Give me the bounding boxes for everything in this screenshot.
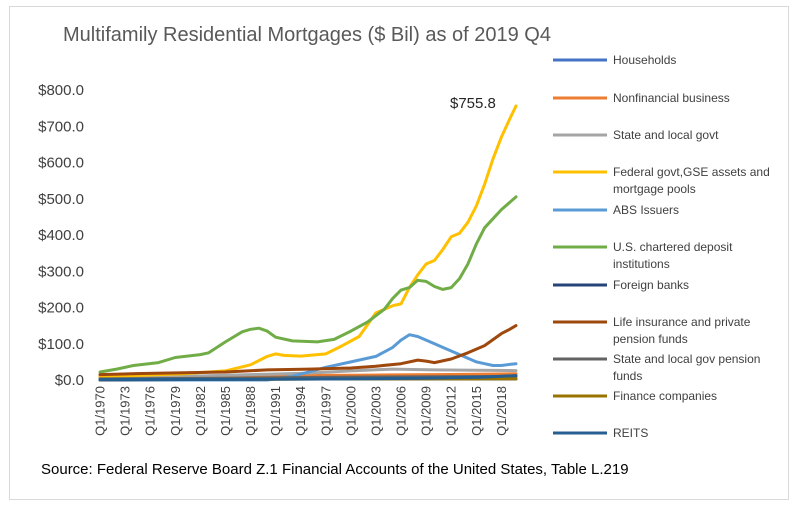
legend-label: State and local gov pension (613, 352, 760, 366)
y-tick-label: $600.0 (38, 155, 84, 172)
x-tick-label: Q1/1970 (93, 386, 108, 436)
x-tick-label: Q1/1982 (193, 386, 208, 436)
y-tick-label: $400.0 (38, 227, 84, 244)
legend-label: Households (613, 53, 676, 67)
legend: Households Nonfinancial business State and… (553, 53, 770, 440)
series-line (98, 333, 518, 382)
series-line (98, 374, 518, 382)
y-tick-label: $100.0 (38, 336, 84, 353)
y-tick-label: $700.0 (38, 118, 84, 135)
legend-label: State and local govt (613, 128, 719, 142)
x-tick-label: Q1/2018 (494, 386, 509, 436)
x-tick-label: Q1/1994 (293, 386, 308, 436)
source-note: Source: Federal Reserve Board Z.1 Financ… (41, 461, 629, 478)
x-tick-label: Q1/1991 (268, 386, 283, 436)
x-tick-label: Q1/1976 (143, 386, 158, 436)
legend-label: mortgage pools (613, 182, 696, 196)
x-tick-label: Q1/2009 (419, 386, 434, 436)
legend-label: pension funds (613, 332, 688, 346)
y-tick-label: $0.0 (55, 372, 84, 389)
y-tick-label: $800.0 (38, 82, 84, 99)
x-tick-label: Q1/1985 (218, 386, 233, 436)
x-tick-label: Q1/1979 (168, 386, 183, 436)
legend-label: U.S. chartered deposit (613, 240, 733, 254)
chart-title: Multifamily Residential Mortgages ($ Bil… (63, 24, 551, 46)
series-line (98, 195, 518, 374)
series-group (98, 104, 518, 382)
y-tick-label: $300.0 (38, 263, 84, 280)
series-line (98, 367, 518, 381)
chart-frame (9, 6, 789, 500)
x-tick-label: Q1/2015 (469, 386, 484, 436)
x-tick-label: Q1/2003 (368, 386, 383, 436)
legend-label: ABS Issuers (613, 203, 679, 217)
legend-label: Finance companies (613, 389, 717, 403)
x-tick-label: Q1/1973 (118, 386, 133, 436)
x-tick-label: Q1/2000 (343, 386, 358, 436)
legend-label: institutions (613, 257, 670, 271)
legend-label: Life insurance and private (613, 315, 751, 329)
y-tick-label: $200.0 (38, 300, 84, 317)
legend-label: Federal govt,GSE assets and (613, 165, 770, 179)
x-tick-label: Q1/1997 (318, 386, 333, 436)
x-tick-label: Q1/1988 (243, 386, 258, 436)
x-tick-label: Q1/2006 (394, 386, 409, 436)
y-axis: $0.0 $100.0 $200.0 $300.0 $400.0 $500.0 $600.0… (38, 82, 84, 389)
x-axis: Q1/1970 Q1/1973 Q1/1976 Q1/1979 Q1/1982 Q1/19… (93, 379, 516, 436)
x-tick-label: Q1/2012 (444, 386, 459, 436)
peak-annotation: $755.8 (450, 95, 496, 112)
legend-label: Foreign banks (613, 278, 689, 292)
series-line (98, 324, 518, 377)
series-line (98, 104, 518, 378)
legend-label: REITS (613, 426, 648, 440)
y-tick-label: $500.0 (38, 191, 84, 208)
legend-label: Nonfinancial business (613, 91, 730, 105)
legend-label: funds (613, 369, 642, 383)
